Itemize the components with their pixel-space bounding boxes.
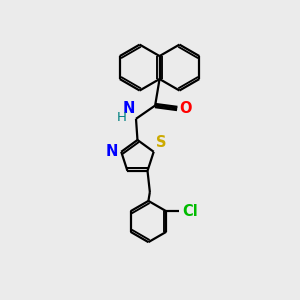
Text: Cl: Cl <box>182 204 198 219</box>
Text: S: S <box>156 135 166 150</box>
Text: N: N <box>122 101 134 116</box>
Text: H: H <box>117 111 127 124</box>
Text: O: O <box>180 101 192 116</box>
Text: N: N <box>106 144 118 159</box>
